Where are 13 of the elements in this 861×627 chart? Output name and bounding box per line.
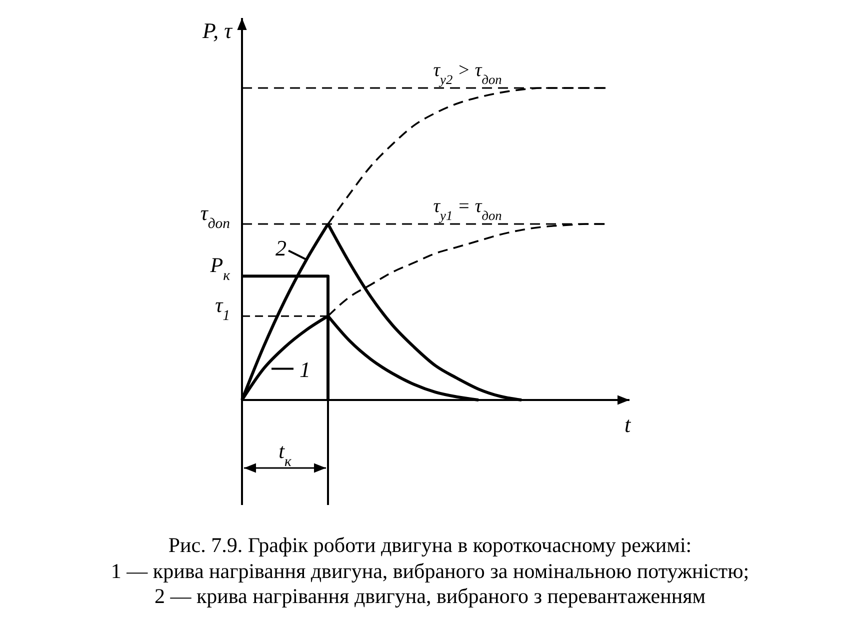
text: τ$_{1}$ (215, 293, 230, 324)
text: 2 — крива нагрівання двигуна, вибраного з перевантаженням (154, 584, 706, 608)
text: 1 — крива нагрівання двигуна, вибраного за номінальною потужністю; (110, 559, 750, 583)
y-axis-title: P, τ (202, 18, 234, 43)
text: τ$_{доп}$ (200, 201, 230, 232)
text: t$_{к}$ (278, 439, 292, 470)
ref-line-label: τ$_{у1}$ = τ$_{доп}$ (433, 196, 502, 223)
ref-line-label: τ$_{у2}$ > τ$_{доп}$ (433, 60, 502, 86)
x-axis-title: t (624, 412, 632, 437)
text: P$_{к}$ (209, 253, 230, 284)
text: Рис. 7.9. Графік роботи двигуна в короткочасному режимі: (168, 533, 692, 557)
series-label: 2 (276, 236, 286, 261)
legend-label: 1 (300, 356, 310, 382)
